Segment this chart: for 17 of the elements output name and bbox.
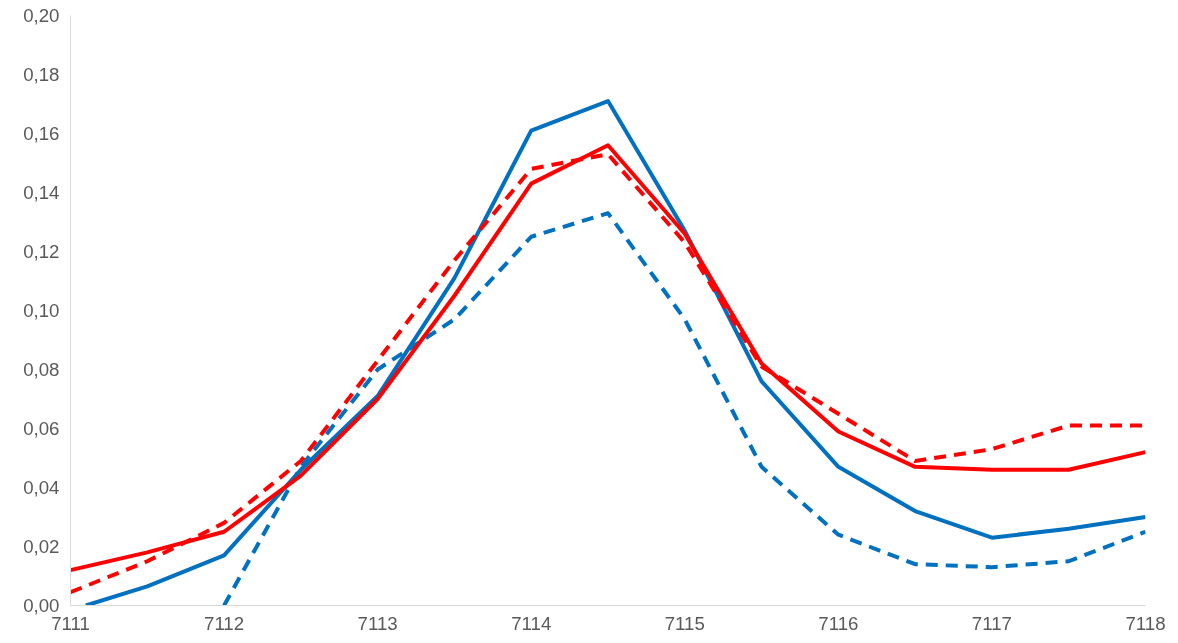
y-tick-label: 0,18 <box>23 64 60 85</box>
x-tick-label: 7114 <box>511 612 552 634</box>
y-tick-label: 0,06 <box>23 418 60 439</box>
y-tick-label: 0,08 <box>23 359 60 380</box>
y-tick-label: 0,14 <box>23 182 60 203</box>
x-tick-label: 7113 <box>357 612 398 634</box>
y-tick-label: 0,10 <box>23 300 60 321</box>
x-tick-label: 7112 <box>204 612 245 634</box>
y-tick-label: 0,04 <box>23 477 60 498</box>
y-tick-label: 0,16 <box>23 123 60 144</box>
y-tick-label: 0,02 <box>23 536 60 557</box>
x-tick-label: 7116 <box>818 612 859 634</box>
y-tick-label: 0,12 <box>23 241 60 262</box>
x-tick-label: 7115 <box>664 612 705 634</box>
x-tick-label: 7117 <box>971 612 1012 634</box>
x-tick-label: 7118 <box>1125 612 1166 634</box>
y-tick-label: 0,20 <box>23 5 60 26</box>
